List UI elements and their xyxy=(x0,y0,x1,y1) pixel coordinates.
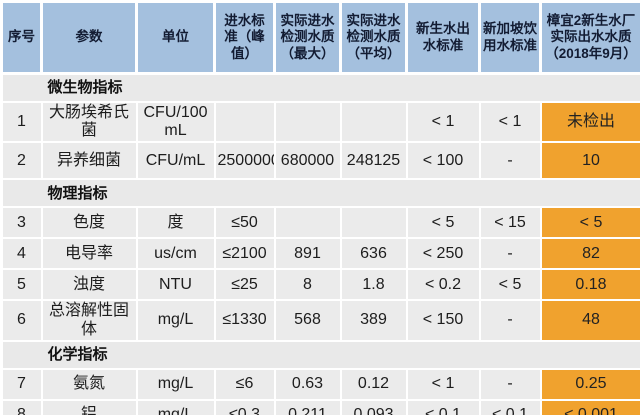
cell-inflow-avg: 636 xyxy=(339,237,408,271)
cell-unit: 度 xyxy=(135,206,216,240)
cell-sg-std: - xyxy=(478,141,542,181)
table-row: 7 氨氮 mg/L ≤6 0.63 0.12 < 1 - 0.25 xyxy=(0,368,640,402)
cell-newater-std: < 1 xyxy=(405,368,481,402)
cell-inflow-avg: 389 xyxy=(339,299,408,343)
cell-inflow-std: ≤25 xyxy=(213,268,276,302)
cell-sg-std: < 0.1 xyxy=(478,399,542,415)
cell-inflow-avg: 248125 xyxy=(339,141,408,181)
cell-seq: 7 xyxy=(0,368,43,402)
col-header-param: 参数 xyxy=(40,0,138,75)
cell-sg-std: - xyxy=(478,237,542,271)
table-row: 6 总溶解性固体 mg/L ≤1330 568 389 < 150 - 48 xyxy=(0,299,640,343)
cell-inflow-std: 2500000 xyxy=(213,141,276,181)
cell-param: 总溶解性固体 xyxy=(40,299,138,343)
cell-inflow-avg: 1.8 xyxy=(339,268,408,302)
col-header-sg-drinking-std: 新加坡饮用水标准 xyxy=(478,0,542,75)
cell-output: 0.25 xyxy=(539,368,640,402)
table-row: 3 色度 度 ≤50 < 5 < 15 < 5 xyxy=(0,206,640,240)
cell-inflow-std: ≤50 xyxy=(213,206,276,240)
cell-inflow-std xyxy=(213,100,276,144)
table-row: 1 大肠埃希氏菌 CFU/100 mL < 1 < 1 未检出 xyxy=(0,100,640,144)
cell-seq: 8 xyxy=(0,399,43,415)
cell-inflow-std: ≤1330 xyxy=(213,299,276,343)
cell-sg-std: < 5 xyxy=(478,268,542,302)
cell-inflow-max: 0.63 xyxy=(273,368,342,402)
cell-inflow-avg: 0.093 xyxy=(339,399,408,415)
cell-newater-std: < 1 xyxy=(405,100,481,144)
cell-newater-std: < 0.1 xyxy=(405,399,481,415)
cell-seq: 1 xyxy=(0,100,43,144)
cell-output: 0.18 xyxy=(539,268,640,302)
cell-inflow-max: 891 xyxy=(273,237,342,271)
section-row-chemical: 化学指标 xyxy=(0,340,640,371)
cell-seq: 6 xyxy=(0,299,43,343)
col-header-unit: 单位 xyxy=(135,0,216,75)
table-row: 4 电导率 us/cm ≤2100 891 636 < 250 - 82 xyxy=(0,237,640,271)
cell-inflow-avg xyxy=(339,206,408,240)
col-header-inflow-avg: 实际进水检测水质（平均） xyxy=(339,0,408,75)
cell-inflow-avg xyxy=(339,100,408,144)
cell-seq: 2 xyxy=(0,141,43,181)
cell-output: 48 xyxy=(539,299,640,343)
cell-newater-std: < 150 xyxy=(405,299,481,343)
cell-unit: mg/L xyxy=(135,368,216,402)
cell-output: 82 xyxy=(539,237,640,271)
cell-newater-std: < 250 xyxy=(405,237,481,271)
table-row: 5 浊度 NTU ≤25 8 1.8 < 0.2 < 5 0.18 xyxy=(0,268,640,302)
cell-output: 10 xyxy=(539,141,640,181)
cell-inflow-std: ≤6 xyxy=(213,368,276,402)
cell-newater-std: < 5 xyxy=(405,206,481,240)
cell-unit: us/cm xyxy=(135,237,216,271)
cell-inflow-max: 680000 xyxy=(273,141,342,181)
table-row: 2 异养细菌 CFU/mL 2500000 680000 248125 < 10… xyxy=(0,141,640,181)
cell-unit: CFU/100 mL xyxy=(135,100,216,144)
cell-param: 异养细菌 xyxy=(40,141,138,181)
cell-sg-std: < 15 xyxy=(478,206,542,240)
section-title: 微生物指标 xyxy=(0,72,640,103)
cell-param: 大肠埃希氏菌 xyxy=(40,100,138,144)
cell-seq: 5 xyxy=(0,268,43,302)
cell-seq: 3 xyxy=(0,206,43,240)
cell-inflow-max: 568 xyxy=(273,299,342,343)
cell-inflow-max: 8 xyxy=(273,268,342,302)
cell-unit: mg/L xyxy=(135,299,216,343)
header-row: 序号 参数 单位 进水标准（峰值） 实际进水检测水质（最大） 实际进水检测水质（… xyxy=(0,0,640,75)
cell-param: 色度 xyxy=(40,206,138,240)
table-row: 8 铝 mg/L ≤0.3 0.211 0.093 < 0.1 < 0.1 < … xyxy=(0,399,640,415)
cell-inflow-max xyxy=(273,206,342,240)
col-header-inflow-std: 进水标准（峰值） xyxy=(213,0,276,75)
cell-unit: mg/L xyxy=(135,399,216,415)
cell-unit: NTU xyxy=(135,268,216,302)
cell-inflow-std: ≤2100 xyxy=(213,237,276,271)
cell-output: < 5 xyxy=(539,206,640,240)
col-header-seq: 序号 xyxy=(0,0,43,75)
table-header: 序号 参数 单位 进水标准（峰值） 实际进水检测水质（最大） 实际进水检测水质（… xyxy=(0,0,640,75)
section-title: 化学指标 xyxy=(0,340,640,371)
cell-output: 未检出 xyxy=(539,100,640,144)
cell-sg-std: - xyxy=(478,299,542,343)
cell-sg-std: - xyxy=(478,368,542,402)
cell-newater-std: < 0.2 xyxy=(405,268,481,302)
cell-newater-std: < 100 xyxy=(405,141,481,181)
section-row-physical: 物理指标 xyxy=(0,178,640,209)
col-header-inflow-max: 实际进水检测水质（最大） xyxy=(273,0,342,75)
cell-param: 浊度 xyxy=(40,268,138,302)
section-row-microbiological: 微生物指标 xyxy=(0,72,640,103)
cell-inflow-max xyxy=(273,100,342,144)
cell-output: < 0.001 xyxy=(539,399,640,415)
col-header-newater-std: 新生水出水标准 xyxy=(405,0,481,75)
table-body: 微生物指标 1 大肠埃希氏菌 CFU/100 mL < 1 < 1 未检出 2 … xyxy=(0,72,640,415)
cell-seq: 4 xyxy=(0,237,43,271)
cell-unit: CFU/mL xyxy=(135,141,216,181)
cell-param: 氨氮 xyxy=(40,368,138,402)
cell-sg-std: < 1 xyxy=(478,100,542,144)
section-title: 物理指标 xyxy=(0,178,640,209)
cell-param: 铝 xyxy=(40,399,138,415)
col-header-plant-output: 樟宜2新生水厂实际出水水质（2018年9月） xyxy=(539,0,640,75)
cell-inflow-std: ≤0.3 xyxy=(213,399,276,415)
cell-inflow-avg: 0.12 xyxy=(339,368,408,402)
cell-param: 电导率 xyxy=(40,237,138,271)
cell-inflow-max: 0.211 xyxy=(273,399,342,415)
